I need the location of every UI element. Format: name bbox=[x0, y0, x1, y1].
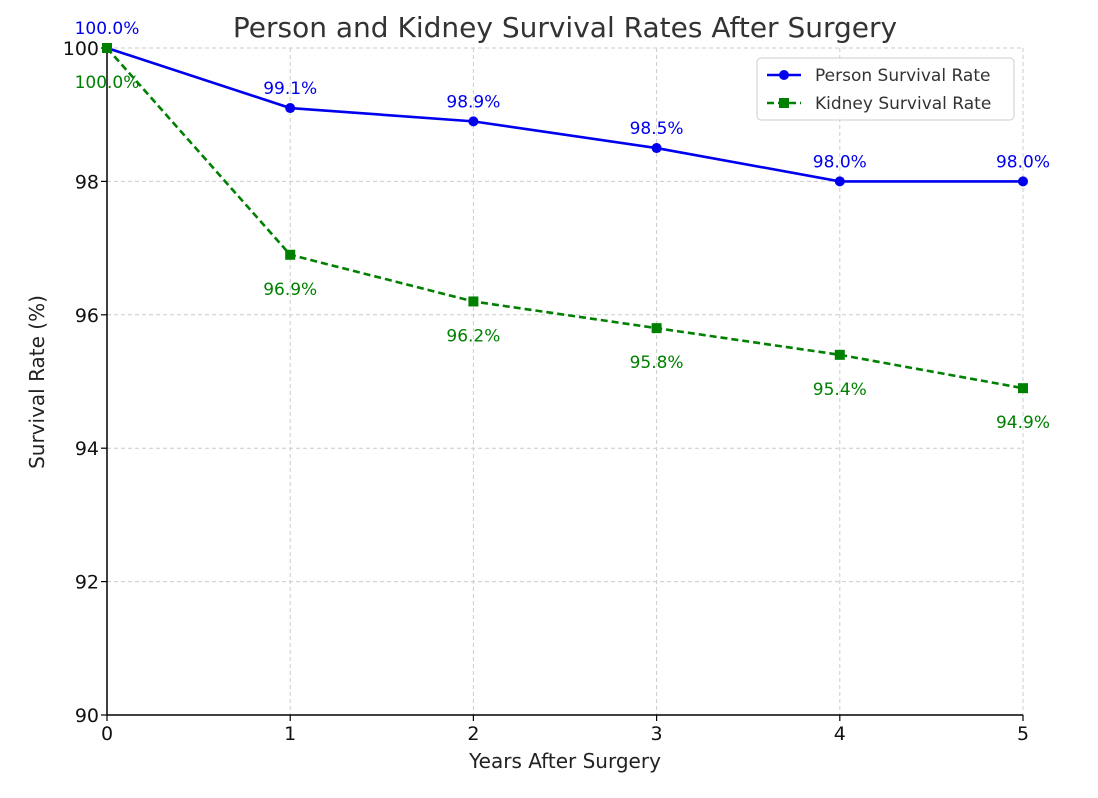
data-point bbox=[468, 116, 479, 127]
data-point bbox=[102, 43, 112, 53]
data-point bbox=[651, 143, 662, 154]
data-point bbox=[651, 323, 662, 334]
y-tick-label: 96 bbox=[75, 305, 99, 327]
data-label: 100.0% bbox=[75, 73, 140, 93]
data-point bbox=[834, 176, 845, 187]
series-line bbox=[106, 46, 1023, 183]
x-tick-label: 0 bbox=[101, 723, 113, 745]
y-tick-label: 98 bbox=[75, 171, 99, 193]
series-kidney bbox=[102, 43, 1028, 394]
data-point bbox=[834, 349, 845, 360]
series bbox=[102, 43, 1028, 394]
y-tick-label: 94 bbox=[75, 438, 99, 460]
data-point bbox=[1018, 383, 1028, 394]
data-point bbox=[285, 249, 296, 260]
data-label: 96.9% bbox=[263, 280, 317, 300]
data-label: 94.9% bbox=[996, 413, 1050, 433]
x-axis-label: Years After Surgery bbox=[468, 749, 661, 773]
grid bbox=[106, 47, 1024, 716]
legend: Person Survival Rate Kidney Survival Rate bbox=[756, 57, 1015, 121]
chart-title: Person and Kidney Survival Rates After S… bbox=[233, 11, 897, 44]
data-point bbox=[285, 103, 296, 114]
data-point bbox=[1018, 176, 1028, 187]
legend-label: Person Survival Rate bbox=[815, 66, 990, 86]
data-label: 96.2% bbox=[446, 326, 500, 346]
y-tick-label: 92 bbox=[75, 572, 99, 594]
data-label: 95.8% bbox=[630, 353, 684, 373]
legend-marker bbox=[779, 70, 789, 80]
data-label: 98.9% bbox=[446, 92, 500, 112]
y-tick-label: 100 bbox=[63, 38, 99, 60]
data-labels: 100.0% 99.1% 98.9% 98.5% 98.0% 98.0% 100.0% 96.… bbox=[75, 19, 1050, 433]
legend-box bbox=[756, 57, 1015, 121]
legend-label: Kidney Survival Rate bbox=[815, 94, 991, 114]
y-axis-label: Survival Rate (%) bbox=[25, 295, 49, 469]
x-tick-label: 4 bbox=[834, 723, 846, 745]
data-label: 99.1% bbox=[263, 79, 317, 99]
data-label: 98.0% bbox=[813, 152, 867, 172]
x-tick-label: 1 bbox=[284, 723, 296, 745]
axes: 0 1 2 3 4 5 90 92 94 96 98 100 bbox=[63, 38, 1029, 745]
data-label: 95.4% bbox=[813, 380, 867, 400]
data-label: 98.0% bbox=[996, 152, 1050, 172]
legend-marker bbox=[779, 98, 789, 108]
x-tick-label: 2 bbox=[467, 723, 479, 745]
data-point bbox=[468, 296, 479, 307]
x-tick-label: 5 bbox=[1017, 723, 1029, 745]
data-label: 98.5% bbox=[630, 119, 684, 139]
y-tick-label: 90 bbox=[75, 705, 99, 727]
legend-entry: Kidney Survival Rate bbox=[767, 94, 991, 114]
data-label: 100.0% bbox=[75, 19, 140, 39]
legend-entry: Person Survival Rate bbox=[767, 66, 990, 86]
x-tick-label: 3 bbox=[651, 723, 663, 745]
